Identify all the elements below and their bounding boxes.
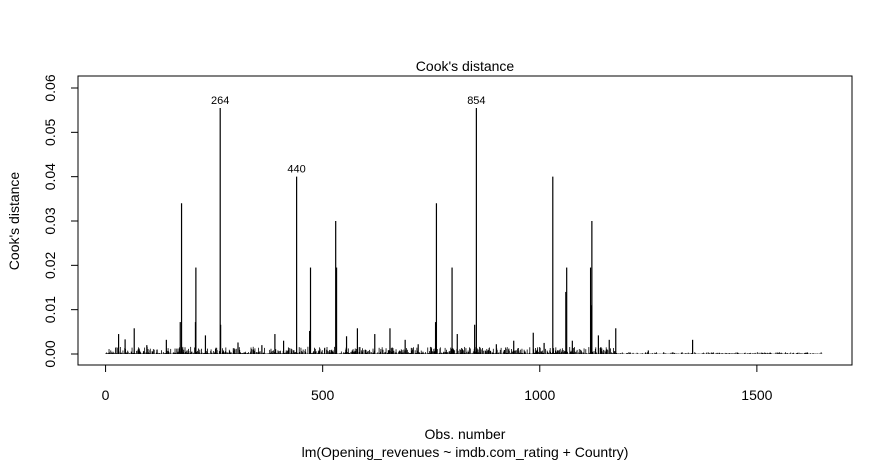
spike-marks: [105, 107, 823, 354]
x-tick-label: 1000: [524, 387, 555, 403]
x-tick-label: 0: [102, 387, 110, 403]
y-tick-label: 0.02: [42, 251, 58, 278]
y-tick-label: 0.01: [42, 296, 58, 323]
point-label: 854: [467, 95, 485, 107]
chart-title: Cook's distance: [416, 58, 515, 74]
x-tick-label: 1500: [741, 387, 772, 403]
plot-frame: [77, 75, 853, 366]
y-axis-label: Cook's distance: [6, 172, 22, 271]
point-labels: 264 440 854: [211, 95, 486, 176]
y-tick-label: 0.06: [42, 74, 58, 101]
axes-group: 0 500 1000 1500 0.00 0.01 0.02 0.03 0.04 0.05 0.06: [42, 74, 773, 403]
y-tick-label: 0.00: [42, 340, 58, 367]
y-tick-label: 0.05: [42, 118, 58, 145]
y-tick-label: 0.04: [42, 163, 58, 190]
point-label: 440: [287, 164, 305, 176]
x-axis-label: Obs. number: [425, 426, 506, 442]
chart-subtitle: lm(Opening_revenues ~ imdb.com_rating + …: [302, 444, 629, 460]
x-tick-label: 500: [311, 387, 335, 403]
point-label: 264: [211, 95, 229, 107]
y-tick-label: 0.03: [42, 207, 58, 234]
